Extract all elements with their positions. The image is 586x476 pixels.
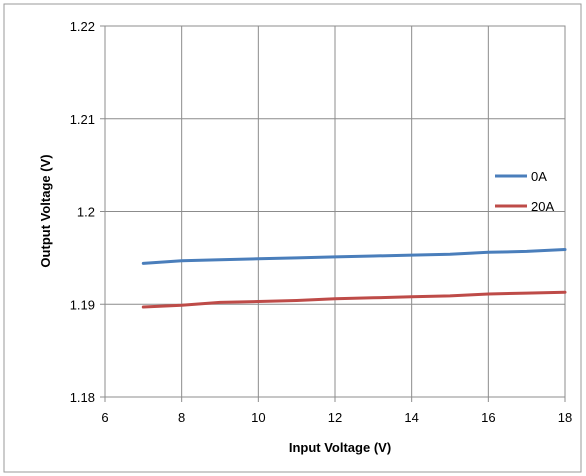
x-tick-label: 14 — [404, 410, 418, 425]
series-lines — [141, 248, 567, 309]
x-tick-label: 16 — [481, 410, 495, 425]
y-tick-label: 1.22 — [70, 19, 95, 34]
y-axis-ticks: 1.18 1.19 1.2 1.21 1.22 — [70, 19, 105, 405]
x-tick-label: 8 — [178, 410, 185, 425]
x-tick-label: 12 — [328, 410, 342, 425]
x-tick-label: 10 — [251, 410, 265, 425]
y-tick-label: 1.2 — [77, 205, 95, 220]
y-tick-label: 1.18 — [70, 390, 95, 405]
series-line-0a — [141, 248, 567, 265]
legend-label-0a: 0A — [531, 169, 547, 184]
x-tick-label: 18 — [558, 410, 572, 425]
legend: 0A 20A — [495, 169, 554, 214]
chart-frame — [3, 3, 582, 473]
legend-label-20a: 20A — [531, 199, 554, 214]
x-axis-ticks: 6 8 10 12 14 16 18 — [101, 397, 572, 425]
x-tick-label: 6 — [101, 410, 108, 425]
y-tick-label: 1.21 — [70, 112, 95, 127]
x-axis-title: Input Voltage (V) — [289, 440, 391, 455]
y-tick-label: 1.19 — [70, 297, 95, 312]
series-line-20a — [141, 290, 567, 309]
y-axis-title: Output Voltage (V) — [38, 154, 53, 267]
